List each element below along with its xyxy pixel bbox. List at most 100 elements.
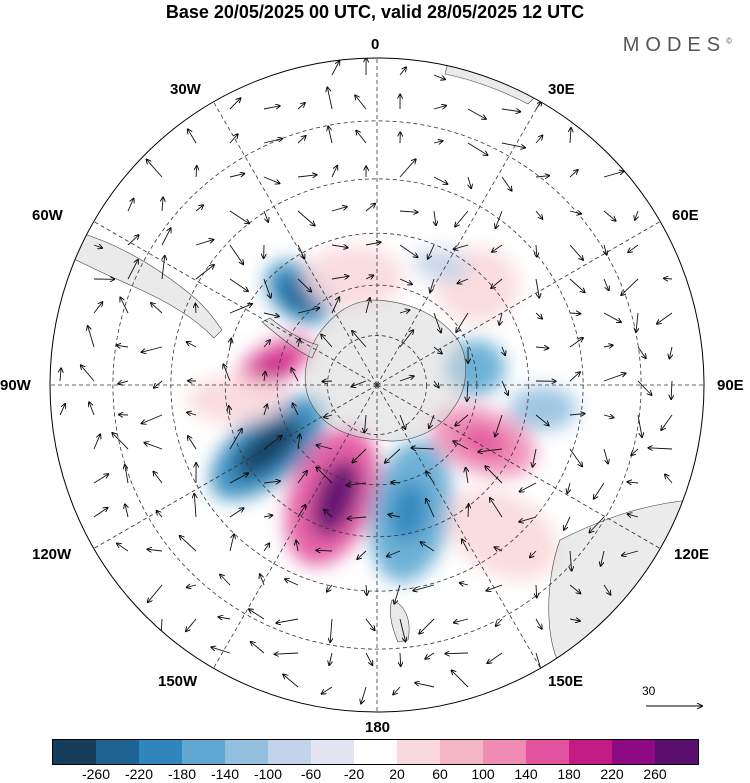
wind-vector — [283, 675, 299, 688]
wind-vector — [603, 278, 609, 290]
wind-vector — [291, 368, 299, 382]
wind-vector — [263, 139, 282, 144]
wind-vector — [399, 618, 406, 642]
wind-vector — [421, 542, 435, 552]
wind-vector — [81, 365, 95, 382]
wind-vector — [317, 445, 333, 450]
lon-label-60w: 60W — [32, 207, 63, 224]
colorbar-tick-label: 140 — [514, 766, 538, 782]
wind-vector — [570, 550, 572, 571]
wind-vector — [153, 472, 163, 484]
wind-vector — [664, 278, 673, 279]
colorbar-tick-label: -140 — [210, 766, 240, 782]
wind-vector — [628, 514, 639, 517]
wind-vector — [229, 174, 244, 178]
meridian-line — [213, 384, 378, 669]
meridian-line — [376, 101, 541, 386]
colorbar-swatch — [182, 740, 225, 764]
wind-vector — [180, 536, 197, 552]
wind-vector — [365, 275, 374, 279]
wind-vector — [89, 402, 95, 416]
wind-vector — [627, 482, 639, 483]
wind-vector — [519, 516, 537, 522]
wind-vector — [415, 683, 435, 688]
wind-vector — [467, 380, 468, 401]
wind-vector — [330, 618, 332, 642]
wind-vector — [348, 517, 367, 519]
wind-vector — [603, 210, 616, 221]
wind-vector — [485, 466, 503, 484]
wind-vector — [161, 228, 171, 246]
anomaly-neg-tasman-core — [390, 482, 428, 542]
wind-vector — [285, 579, 299, 586]
anomaly-neg-indian-95e — [509, 386, 578, 431]
wind-vector — [399, 159, 416, 178]
colorbar-tick-label: 260 — [643, 766, 667, 782]
colorbar-swatch — [483, 740, 526, 764]
wind-vector — [413, 584, 435, 591]
wind-vector — [389, 515, 401, 518]
lon-label-150w: 150W — [158, 673, 198, 690]
wind-vector — [151, 303, 163, 314]
wind-vector — [127, 235, 139, 246]
wind-vector — [535, 618, 542, 629]
wind-vector — [495, 414, 503, 436]
anomaly-pos-atlantic-10w — [304, 245, 405, 310]
wind-vector — [322, 686, 333, 694]
brand-copyright: © — [726, 36, 732, 46]
wind-vector — [365, 414, 367, 433]
wind-vector — [490, 498, 503, 518]
colorbar-swatch — [526, 740, 569, 764]
wind-vector — [536, 244, 537, 257]
brand-text: MODES — [622, 34, 727, 56]
wind-vector — [433, 312, 441, 333]
wind-vector — [569, 619, 580, 621]
wind-vector — [365, 618, 375, 630]
meridian-line — [213, 101, 378, 386]
wind-vector — [263, 210, 268, 222]
wind-vector — [154, 380, 163, 388]
wind-vector — [637, 346, 646, 358]
wind-vector — [661, 414, 673, 430]
wind-vector — [297, 308, 319, 314]
latitude-circle — [224, 232, 530, 538]
wind-vector — [211, 647, 231, 654]
wind-vector — [399, 278, 412, 284]
wind-vector — [636, 312, 638, 332]
wind-vector — [141, 346, 163, 352]
wind-vector — [671, 380, 672, 399]
wind-vector — [331, 61, 339, 76]
wind-vector — [229, 473, 248, 484]
wind-vector — [385, 448, 401, 463]
wind-vector — [59, 404, 65, 416]
wind-vector — [125, 465, 129, 484]
anomaly-neg-atlantic-core — [279, 279, 314, 312]
reference-vector-label: 30 — [642, 684, 656, 698]
wind-vector — [535, 102, 542, 110]
wind-vector — [589, 516, 605, 533]
wind-vector — [263, 340, 270, 348]
wind-vector — [293, 403, 299, 416]
wind-vector — [331, 297, 339, 314]
wind-vector — [187, 412, 197, 415]
wind-vector — [400, 652, 401, 666]
wind-vector — [468, 176, 471, 188]
wind-vector — [501, 380, 508, 395]
lon-label-90w: 90W — [0, 377, 31, 394]
wind-vector — [88, 326, 95, 348]
wind-vector — [637, 414, 642, 437]
wind-vector — [229, 406, 230, 416]
wind-vector — [298, 339, 300, 348]
wind-vector — [603, 415, 614, 418]
wind-vector — [467, 108, 486, 119]
colorbar-swatch — [96, 740, 139, 764]
wind-vector — [118, 381, 129, 384]
colorbar-tick-label: -220 — [124, 766, 154, 782]
lon-label-0: 0 — [371, 36, 380, 53]
wind-vector — [116, 345, 129, 347]
wind-vector — [93, 302, 102, 314]
wind-vectors — [60, 58, 672, 704]
anomaly-pos-sa-90w — [186, 375, 287, 424]
colorbar — [52, 739, 699, 765]
colorbar-swatch — [440, 740, 483, 764]
